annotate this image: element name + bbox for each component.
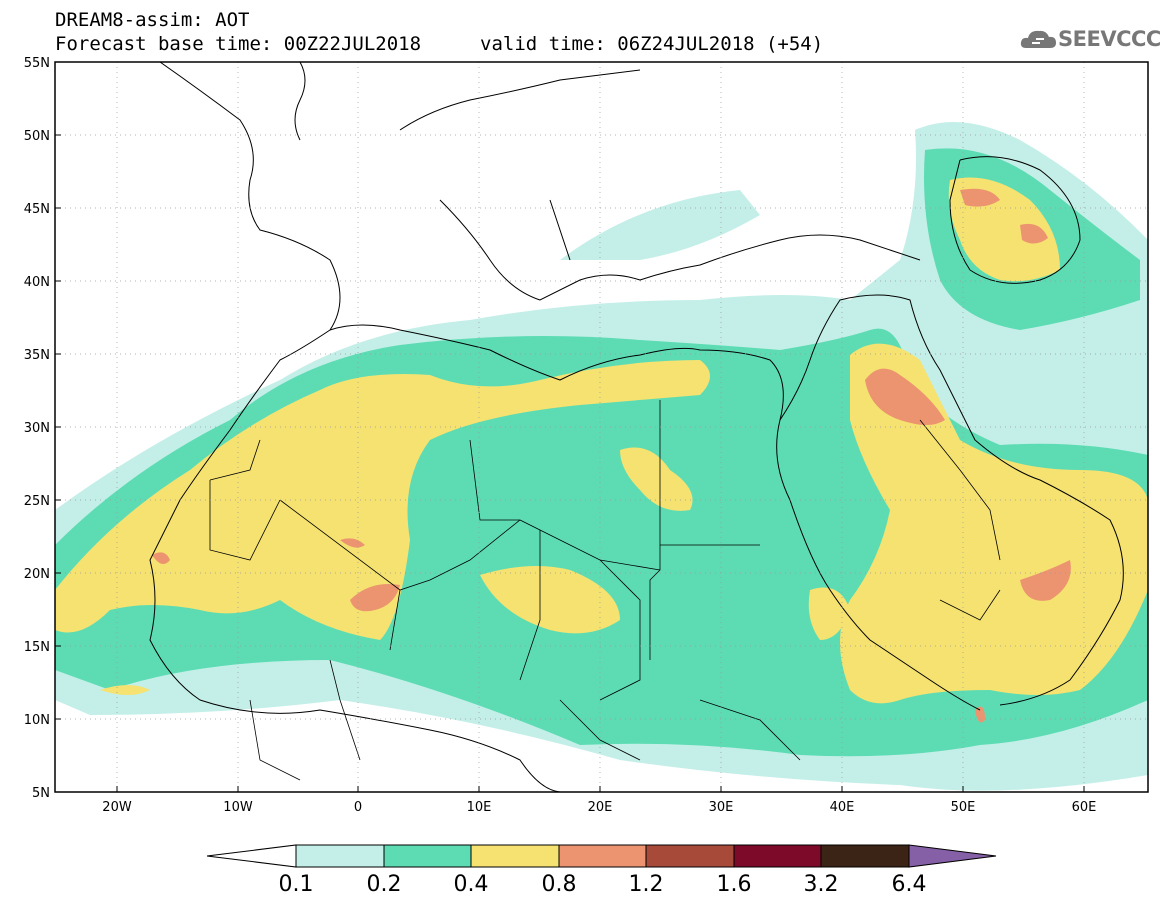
logo-text: SEEVCCC [1058, 27, 1161, 51]
colorbar-swatch [470, 844, 560, 868]
lon-tick-label: 20W [102, 800, 132, 815]
valid-time: valid time: 06Z24JUL2018 (+54) [480, 33, 824, 55]
lat-tick-label: 45N [24, 202, 50, 217]
lat-tick-label: 15N [24, 640, 50, 655]
colorbar-label: 6.4 [891, 872, 927, 897]
lat-tick-label: 5N [32, 786, 50, 801]
aot-shading [55, 122, 1148, 791]
lat-axis: 5N 10N 15N 20N 25N 30N 35N 40N 45N 50N 5… [24, 56, 61, 801]
colorbar-label: 0.2 [366, 872, 402, 897]
lat-tick-label: 30N [24, 421, 50, 436]
lat-tick-label: 40N [24, 275, 50, 290]
lon-tick-label: 0 [354, 800, 362, 815]
colorbar-swatch [558, 844, 647, 868]
lat-tick-label: 25N [24, 494, 50, 509]
colorbar-high-arrow [908, 844, 997, 868]
lon-tick-label: 20E [588, 800, 613, 815]
aot-level-0-8 [152, 188, 1071, 723]
colorbar-label: 1.2 [628, 872, 664, 897]
lat-tick-label: 55N [24, 56, 50, 71]
graticule [55, 62, 1148, 792]
colorbar-label: 0.1 [278, 872, 314, 897]
colorbar-swatch [383, 844, 472, 868]
lon-tick-label: 30E [709, 800, 734, 815]
colorbar-swatch [645, 844, 735, 868]
colorbar-label: 0.4 [453, 872, 489, 897]
lat-tick-label: 10N [24, 713, 50, 728]
lon-axis: 20W 10W 0 10E 20E 30E 40E 50E 60E [102, 786, 1096, 815]
colorbar-label: 1.6 [716, 872, 752, 897]
colorbar-low-arrow [206, 844, 297, 868]
lon-tick-label: 60E [1072, 800, 1097, 815]
map-title: DREAM8-assim: AOT [55, 9, 250, 31]
colorbar-label: 3.2 [803, 872, 839, 897]
lat-tick-label: 50N [24, 129, 50, 144]
lon-tick-label: 50E [951, 800, 976, 815]
lon-tick-label: 40E [830, 800, 855, 815]
coastlines [149, 62, 1124, 792]
country-borders [209, 400, 1001, 781]
cloud-logo-icon [1020, 30, 1056, 48]
colorbar-swatch [820, 844, 910, 868]
lon-tick-label: 10W [223, 800, 253, 815]
colorbar-label: 0.8 [541, 872, 577, 897]
colorbar-swatch [295, 844, 385, 868]
forecast-base-time: Forecast base time: 00Z22JUL2018 [55, 33, 422, 55]
lat-tick-label: 35N [24, 348, 50, 363]
aot-level-0-4 [55, 177, 1148, 704]
colorbar [206, 844, 997, 868]
lon-tick-label: 10E [467, 800, 492, 815]
lat-tick-label: 20N [24, 567, 50, 582]
colorbar-swatch [733, 844, 822, 868]
